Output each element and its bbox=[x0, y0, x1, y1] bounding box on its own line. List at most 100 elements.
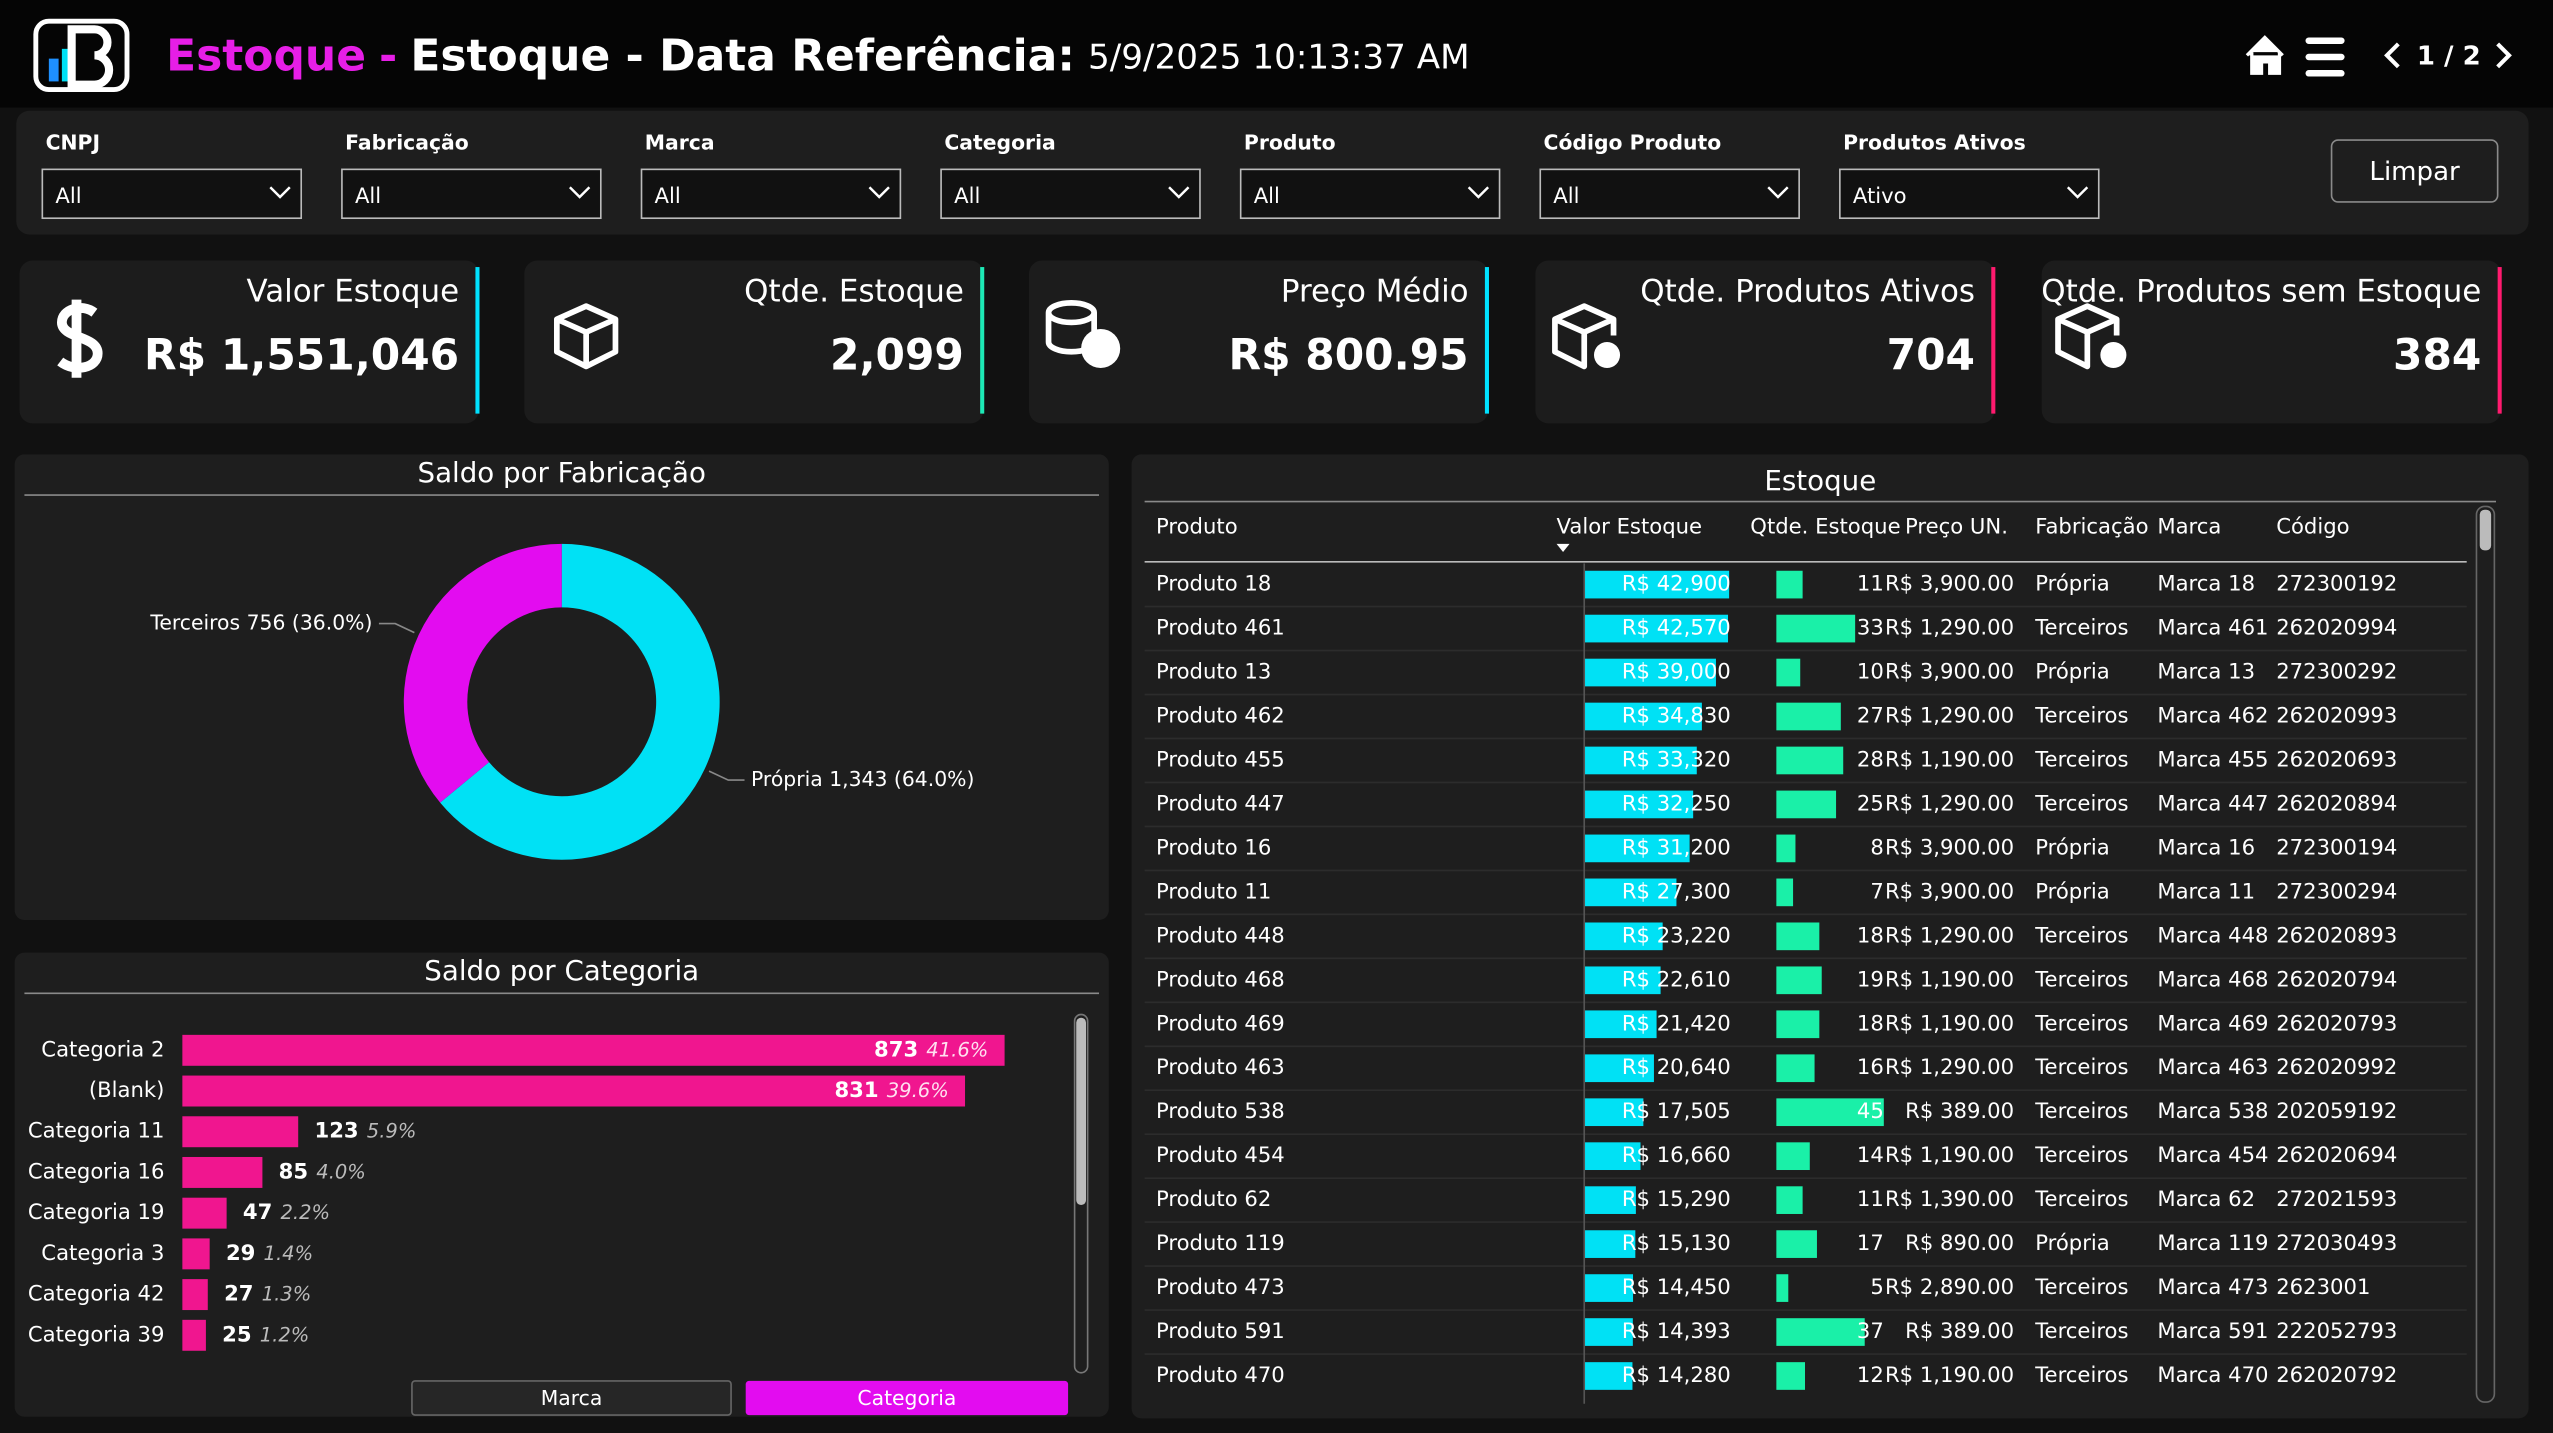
valor-bar bbox=[1584, 746, 1697, 775]
table-title: Estoque bbox=[1764, 464, 1876, 497]
filter-label: Produto bbox=[1244, 130, 1336, 154]
bar bbox=[182, 1034, 1005, 1066]
cell-produto: Produto 448 bbox=[1156, 922, 1285, 947]
filter-dropdown[interactable] bbox=[41, 168, 303, 220]
cell-produto: Produto 13 bbox=[1156, 659, 1271, 684]
filter-value: All bbox=[954, 183, 980, 208]
filter-dropdown[interactable] bbox=[640, 168, 902, 220]
separator: - bbox=[379, 31, 397, 82]
toggle-categoria[interactable] bbox=[745, 1380, 1069, 1416]
filter-label: Fabricação bbox=[345, 130, 469, 154]
qtde-bar bbox=[1776, 1010, 1820, 1039]
bar bbox=[182, 1319, 206, 1351]
cell-codigo: 262020694 bbox=[2276, 1142, 2397, 1167]
clear-button[interactable] bbox=[2330, 139, 2499, 203]
dropdown-arrow bbox=[868, 186, 890, 199]
valor-bar bbox=[1584, 1142, 1641, 1171]
valor-bar bbox=[1584, 1098, 1644, 1127]
filter-dropdown[interactable] bbox=[1839, 168, 2100, 220]
valor-bar bbox=[1584, 1054, 1654, 1083]
filter-dropdown[interactable] bbox=[1239, 168, 1501, 220]
cell-valor: R$ 22,610 bbox=[1622, 966, 1731, 991]
cell-qtde: 17 bbox=[1857, 1230, 1884, 1255]
qtde-bar bbox=[1776, 1142, 1810, 1171]
cell-preco: R$ 1,190.00 bbox=[1885, 746, 2014, 771]
valor-bar bbox=[1584, 922, 1663, 951]
scroll-thumb[interactable] bbox=[1076, 1017, 1087, 1206]
kpi-accent bbox=[1991, 267, 1996, 414]
dropdown-arrow bbox=[569, 186, 591, 199]
bar bbox=[182, 1197, 227, 1229]
column-header: Fabricação bbox=[2035, 514, 2148, 539]
category-label: (Blank) bbox=[89, 1077, 165, 1102]
cell-fabricacao: Terceiros bbox=[2034, 702, 2128, 727]
cell-marca: Marca 454 bbox=[2157, 1142, 2268, 1167]
filter-label: Marca bbox=[645, 130, 715, 154]
qtde-bar bbox=[1776, 922, 1820, 951]
toggle-marca[interactable] bbox=[411, 1380, 732, 1416]
bar bbox=[182, 1156, 263, 1188]
valor-bar bbox=[1584, 790, 1694, 819]
page-nav: 1 / 2 bbox=[2417, 41, 2481, 71]
column-header: Código bbox=[2276, 514, 2349, 539]
cell-produto: Produto 538 bbox=[1156, 1098, 1285, 1123]
cell-produto: Produto 16 bbox=[1156, 834, 1271, 859]
share: 41.6% bbox=[926, 1038, 988, 1061]
filter-dropdown[interactable] bbox=[1539, 168, 1800, 220]
page-name: Estoque bbox=[166, 31, 366, 82]
bar-panel bbox=[14, 952, 1109, 1417]
cell-marca: Marca 62 bbox=[2157, 1186, 2255, 1211]
cell-preco: R$ 1,190.00 bbox=[1885, 1010, 2014, 1035]
cell-codigo: 222052793 bbox=[2276, 1318, 2397, 1343]
sort-indicator[interactable] bbox=[1556, 543, 1570, 553]
value-label: 29 1.4% bbox=[226, 1240, 313, 1265]
filter-dropdown[interactable] bbox=[341, 168, 602, 220]
menu-icon[interactable] bbox=[2305, 37, 2345, 77]
header-bar bbox=[0, 0, 2553, 108]
data-label: Própria 1,343 (64.0%) bbox=[751, 767, 974, 791]
cell-valor: R$ 27,300 bbox=[1622, 878, 1731, 903]
scrollbar[interactable] bbox=[1073, 1013, 1089, 1374]
share: 39.6% bbox=[887, 1079, 949, 1102]
valor-bar bbox=[1584, 570, 1730, 599]
cell-fabricacao: Terceiros bbox=[2034, 746, 2128, 771]
cell-valor: R$ 15,290 bbox=[1622, 1186, 1731, 1211]
filter-value: All bbox=[355, 183, 381, 208]
cell-fabricacao: Terceiros bbox=[2034, 966, 2128, 991]
filter-label: CNPJ bbox=[46, 130, 100, 154]
cell-valor: R$ 39,000 bbox=[1622, 659, 1731, 684]
next-page[interactable] bbox=[2496, 42, 2512, 69]
qtde-bar bbox=[1776, 1098, 1884, 1127]
cell-marca: Marca 11 bbox=[2157, 878, 2255, 903]
cell-valor: R$ 33,320 bbox=[1622, 746, 1731, 771]
valor-bar bbox=[1584, 966, 1661, 995]
cell-fabricacao: Própria bbox=[2035, 834, 2110, 859]
kpi-accent bbox=[475, 267, 480, 414]
cell-codigo: 272300192 bbox=[2276, 571, 2397, 596]
table-scrollbar[interactable] bbox=[2475, 505, 2496, 1403]
category-name: Terceiros bbox=[149, 611, 240, 635]
cell-valor: R$ 34,830 bbox=[1622, 702, 1731, 727]
value-label: 831 39.6% bbox=[834, 1077, 948, 1102]
valor-bar bbox=[1584, 1318, 1633, 1346]
cell-qtde: 8 bbox=[1870, 834, 1883, 859]
filter-value: All bbox=[655, 183, 681, 208]
category-label: Categoria 19 bbox=[28, 1199, 165, 1224]
table-scroll-thumb[interactable] bbox=[2479, 509, 2492, 551]
share: 1.3% bbox=[262, 1282, 312, 1305]
kpi-label: Valor Estoque bbox=[246, 274, 459, 310]
prev-page[interactable] bbox=[2384, 42, 2400, 69]
kpi-accent bbox=[1484, 267, 1489, 414]
qtde-bar bbox=[1776, 1230, 1817, 1258]
value-label: 1,343 (64.0%) bbox=[829, 767, 974, 791]
category-label: Categoria 16 bbox=[28, 1158, 165, 1183]
filter-dropdown[interactable] bbox=[940, 168, 1201, 220]
category-label: Categoria 3 bbox=[41, 1240, 164, 1265]
cell-qtde: 37 bbox=[1857, 1318, 1884, 1343]
filter-value: All bbox=[1254, 183, 1280, 208]
share: 5.9% bbox=[367, 1119, 417, 1142]
cell-codigo: 272300294 bbox=[2276, 878, 2397, 903]
home-icon[interactable] bbox=[2245, 35, 2284, 75]
column-header: Produto bbox=[1156, 514, 1238, 539]
